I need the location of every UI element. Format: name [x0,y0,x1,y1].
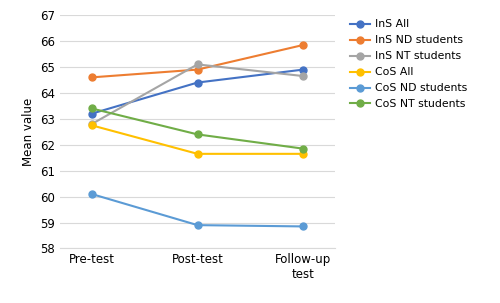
CoS ND students [300,225,306,228]
Line: InS All: InS All [88,66,306,117]
InS All [194,81,200,84]
Legend: InS All, InS ND students, InS NT students, CoS All, CoS ND students, CoS NT stud: InS All, InS ND students, InS NT student… [346,15,472,114]
InS All [88,112,94,115]
CoS NT students [88,107,94,110]
InS NT students [194,63,200,66]
CoS All [300,152,306,156]
Line: CoS ND students: CoS ND students [88,191,306,230]
CoS ND students [194,223,200,227]
Line: InS NT students: InS NT students [88,61,306,128]
Line: CoS NT students: CoS NT students [88,105,306,152]
CoS All [88,124,94,127]
InS NT students [88,122,94,126]
InS ND students [88,75,94,79]
CoS All [194,152,200,156]
InS ND students [300,43,306,47]
InS NT students [300,74,306,78]
Line: CoS All: CoS All [88,122,306,157]
InS ND students [194,68,200,72]
Line: InS ND students: InS ND students [88,42,306,81]
CoS NT students [194,133,200,136]
CoS NT students [300,147,306,151]
CoS ND students [88,192,94,196]
Y-axis label: Mean value: Mean value [22,98,35,166]
InS All [300,68,306,72]
